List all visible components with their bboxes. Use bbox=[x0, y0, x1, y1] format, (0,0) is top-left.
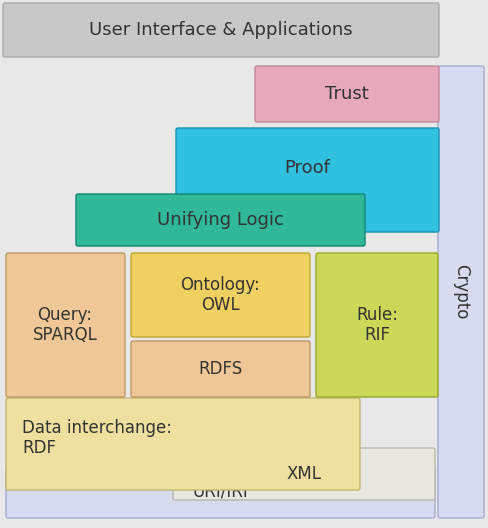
Text: User Interface & Applications: User Interface & Applications bbox=[89, 21, 352, 39]
FancyBboxPatch shape bbox=[176, 128, 438, 232]
Text: Rule:
RIF: Rule: RIF bbox=[355, 306, 397, 344]
FancyBboxPatch shape bbox=[3, 3, 438, 57]
Text: Trust: Trust bbox=[325, 85, 368, 103]
Text: Ontology:
OWL: Ontology: OWL bbox=[180, 276, 259, 314]
FancyBboxPatch shape bbox=[437, 66, 483, 518]
FancyBboxPatch shape bbox=[131, 253, 309, 337]
FancyBboxPatch shape bbox=[254, 66, 438, 122]
FancyBboxPatch shape bbox=[6, 398, 359, 490]
Text: Unifying Logic: Unifying Logic bbox=[156, 211, 283, 229]
FancyBboxPatch shape bbox=[76, 194, 364, 246]
Text: XML: XML bbox=[286, 465, 321, 483]
Text: Data interchange:
RDF: Data interchange: RDF bbox=[22, 419, 172, 457]
FancyBboxPatch shape bbox=[6, 253, 125, 397]
Text: Proof: Proof bbox=[284, 159, 329, 177]
Text: Query:
SPARQL: Query: SPARQL bbox=[33, 306, 97, 344]
Text: RDFS: RDFS bbox=[198, 360, 242, 378]
FancyBboxPatch shape bbox=[131, 341, 309, 397]
Text: URI/IRI: URI/IRI bbox=[192, 483, 247, 501]
FancyBboxPatch shape bbox=[315, 253, 437, 397]
FancyBboxPatch shape bbox=[6, 466, 434, 518]
Text: Crypto: Crypto bbox=[451, 265, 469, 319]
FancyBboxPatch shape bbox=[173, 448, 434, 500]
